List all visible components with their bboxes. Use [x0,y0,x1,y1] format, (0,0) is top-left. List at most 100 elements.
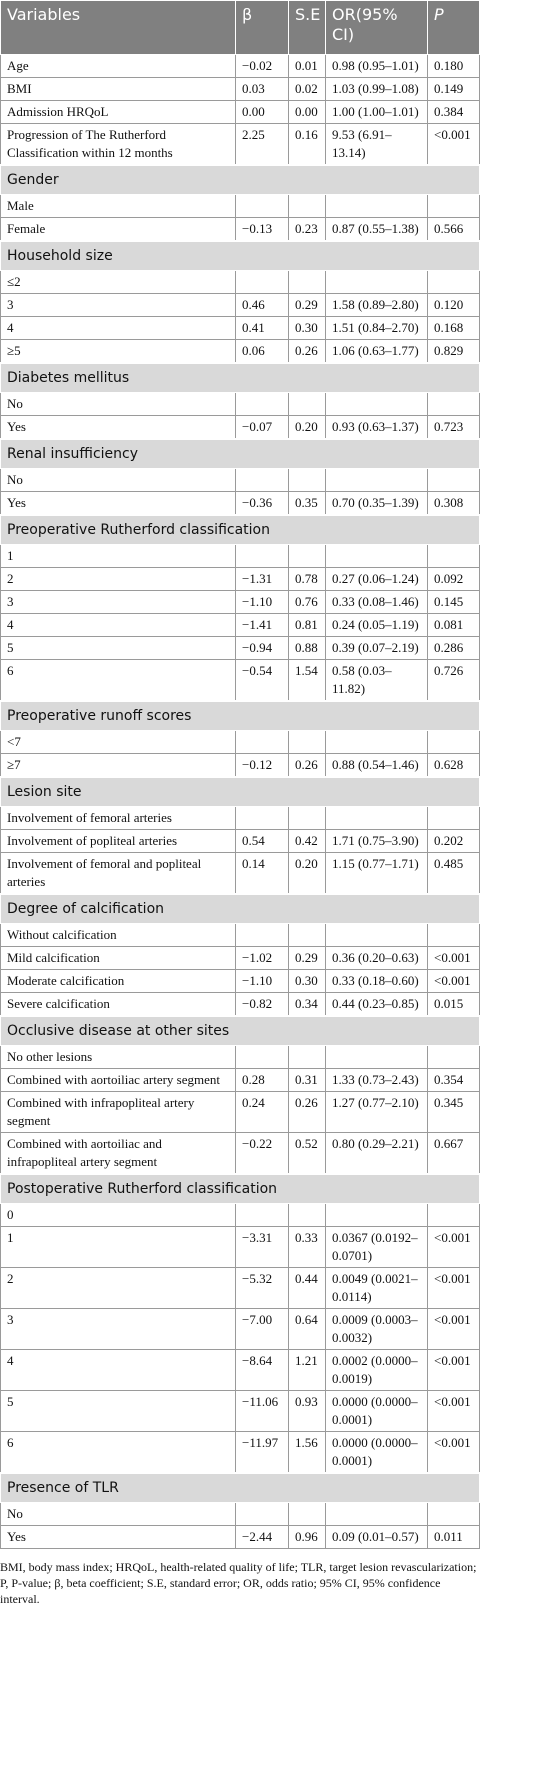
value-cell: 0.28 [235,1068,289,1092]
section-row: Degree of calcification [0,893,480,924]
value-cell: 0.33 (0.08–1.46) [325,590,428,614]
empty-cell [325,730,428,754]
value-cell: 0.30 [288,316,326,340]
variable-cell: 0 [0,1203,236,1227]
data-row: 4 0.41 0.30 1.51 (0.84–2.70) 0.168 [0,316,480,340]
value-cell: 0.98 (0.95–1.01) [325,54,428,78]
variable-cell: No [0,392,236,416]
variable-cell: 3 [0,1308,236,1350]
value-cell: 0.16 [288,123,326,166]
data-row: Admission HRQoL 0.00 0.00 1.00 (1.00–1.01) 0… [0,100,480,124]
variable-cell: Combined with infrapopliteal artery segm… [0,1091,236,1133]
value-cell: −0.02 [235,54,289,78]
variable-cell: 3 [0,590,236,614]
value-cell: 0.96 [288,1525,326,1549]
variable-cell: Involvement of femoral and popliteal art… [0,852,236,895]
variable-cell: Involvement of femoral arteries [0,806,236,830]
data-row: Involvement of femoral and popliteal art… [0,852,480,895]
value-cell: 0.78 [288,567,326,591]
value-cell: 0.06 [235,339,289,364]
value-cell: 0.24 [235,1091,289,1133]
value-cell: −0.82 [235,992,289,1017]
value-cell: 1.54 [288,659,326,702]
empty-cell [235,194,289,218]
value-cell: <0.001 [427,1431,480,1474]
section-label: Gender [0,164,480,195]
value-cell: 1.71 (0.75–3.90) [325,829,428,853]
value-cell: 0.29 [288,946,326,970]
data-row: No [0,1502,480,1526]
data-row: 5 −11.06 0.93 0.0000 (0.0000–0.0001) <0.001 [0,1390,480,1432]
value-cell: 0.015 [427,992,480,1017]
value-cell: −0.07 [235,415,289,440]
variable-cell: ≤2 [0,270,236,294]
value-cell: 1.58 (0.89–2.80) [325,293,428,317]
section-row: Presence of TLR [0,1472,480,1503]
value-cell: −1.31 [235,567,289,591]
value-cell: 0.01 [288,54,326,78]
value-cell: 0.27 (0.06–1.24) [325,567,428,591]
data-row: Progression of The Rutherford Classifica… [0,123,480,166]
section-label: Presence of TLR [0,1472,480,1503]
value-cell: 0.485 [427,852,480,895]
data-row: Mild calcification −1.02 0.29 0.36 (0.20–0.… [0,946,480,970]
data-row: Yes −2.44 0.96 0.09 (0.01–0.57) 0.011 [0,1525,480,1549]
value-cell: 0.723 [427,415,480,440]
section-row: Renal insufficiency [0,438,480,469]
variable-cell: ≥5 [0,339,236,364]
empty-cell [427,806,480,830]
variable-cell: Without calcification [0,923,236,947]
value-cell: 0.26 [288,753,326,778]
data-row: ≤2 [0,270,480,294]
empty-cell [288,730,326,754]
empty-cell [427,544,480,568]
data-row: Male [0,194,480,218]
table-wrap: Variables β S.E OR(95% CI) P Age −0.02 0.01 0.9… [0,0,480,1606]
value-cell: −7.00 [235,1308,289,1350]
empty-cell [235,270,289,294]
value-cell: 1.15 (0.77–1.71) [325,852,428,895]
value-cell: 9.53 (6.91–13.14) [325,123,428,166]
value-cell: 0.81 [288,613,326,637]
value-cell: <0.001 [427,123,480,166]
section-row: Occlusive disease at other sites [0,1015,480,1046]
section-row: Preoperative Rutherford classification [0,514,480,545]
variable-cell: No [0,1502,236,1526]
value-cell: <0.001 [427,1390,480,1432]
variable-cell: Combined with aortoiliac and infrapoplit… [0,1132,236,1175]
variable-cell: Progression of The Rutherford Classifica… [0,123,236,166]
variable-cell: Age [0,54,236,78]
variable-cell: <7 [0,730,236,754]
value-cell: 0.726 [427,659,480,702]
section-row: Lesion site [0,776,480,807]
data-row: 1 [0,544,480,568]
variable-cell: Yes [0,1525,236,1549]
variable-cell: 6 [0,659,236,702]
variable-cell: Admission HRQoL [0,100,236,124]
value-cell: 0.286 [427,636,480,660]
data-row: Yes −0.07 0.20 0.93 (0.63–1.37) 0.723 [0,415,480,440]
value-cell: 0.31 [288,1068,326,1092]
data-row: ≥7 −0.12 0.26 0.88 (0.54–1.46) 0.628 [0,753,480,778]
value-cell: 0.149 [427,77,480,101]
section-row: Postoperative Rutherford classification [0,1173,480,1204]
value-cell: 0.14 [235,852,289,895]
empty-cell [427,392,480,416]
data-row: No [0,392,480,416]
value-cell: 0.081 [427,613,480,637]
value-cell: 0.88 (0.54–1.46) [325,753,428,778]
empty-cell [288,468,326,492]
value-cell: 0.00 [288,100,326,124]
value-cell: 0.44 (0.23–0.85) [325,992,428,1017]
data-row: Female −0.13 0.23 0.87 (0.55–1.38) 0.566 [0,217,480,242]
value-cell: 0.667 [427,1132,480,1175]
value-cell: 0.88 [288,636,326,660]
value-cell: −1.10 [235,590,289,614]
value-cell: 0.93 (0.63–1.37) [325,415,428,440]
value-cell: 0.35 [288,491,326,516]
variable-cell: 4 [0,316,236,340]
empty-cell [427,270,480,294]
variable-cell: ≥7 [0,753,236,778]
data-row: Involvement of popliteal arteries 0.54 0.4… [0,829,480,853]
section-label: Renal insufficiency [0,438,480,469]
